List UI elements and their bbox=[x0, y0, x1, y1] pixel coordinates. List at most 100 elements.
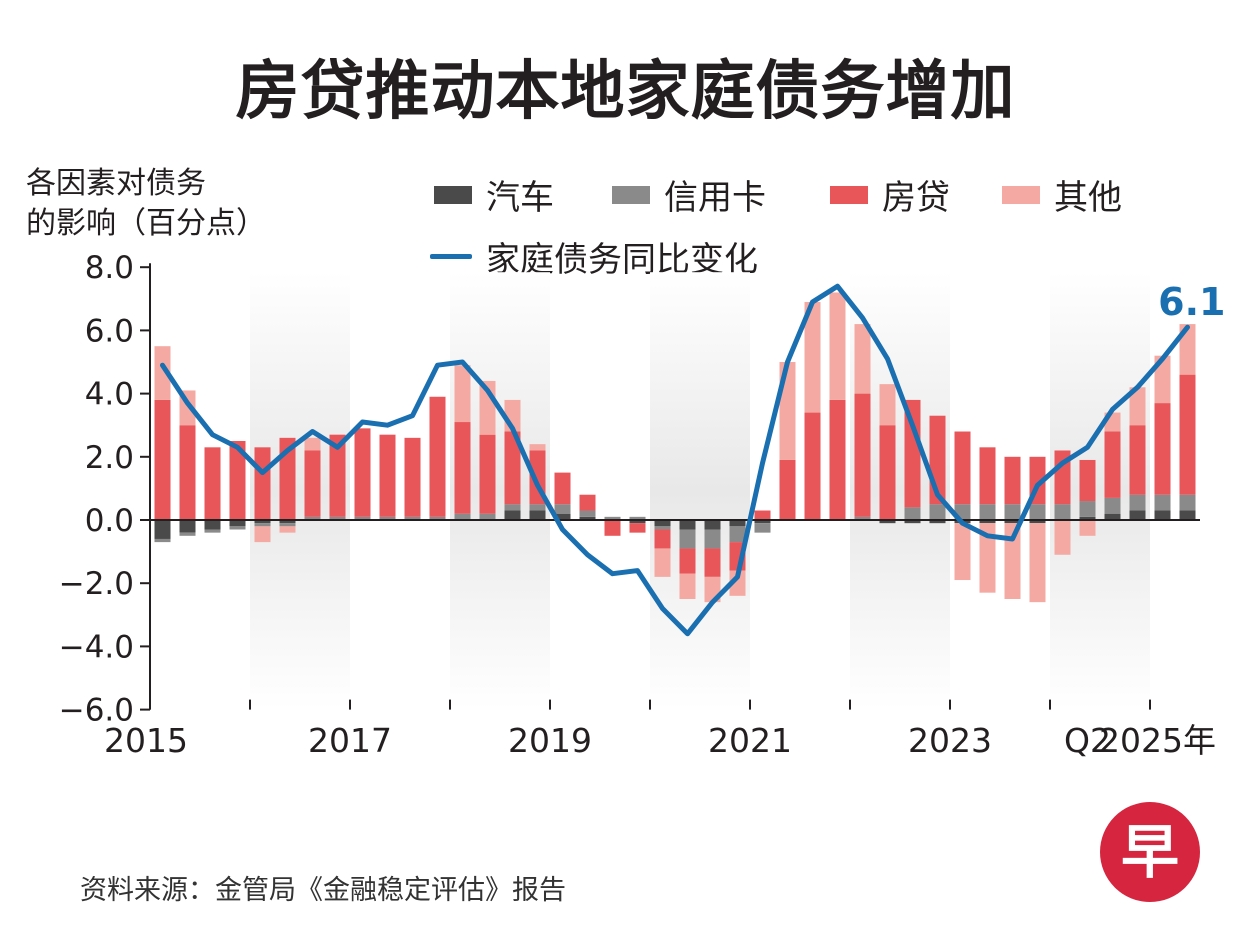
bar-segment-mortgage bbox=[379, 434, 396, 517]
legend-swatch-line bbox=[430, 254, 472, 259]
bar-segment-mortgage bbox=[854, 393, 871, 517]
bar-segment-credit bbox=[854, 516, 871, 520]
bar-segment-other bbox=[304, 437, 321, 451]
bar-segment-car bbox=[1079, 516, 1096, 520]
bar-segment-credit bbox=[429, 516, 446, 520]
y-tick-label: −4.0 bbox=[59, 629, 134, 665]
bar-segment-credit bbox=[479, 513, 496, 520]
x-tick-label: Q2 bbox=[1064, 721, 1111, 760]
bar-segment-other bbox=[1079, 520, 1096, 536]
logo-circle bbox=[1100, 802, 1200, 902]
bar-segment-mortgage bbox=[829, 399, 846, 520]
bar-segment-credit bbox=[504, 504, 521, 511]
legend-other: 其他 bbox=[1002, 170, 1122, 219]
bar-segment-mortgage bbox=[304, 450, 321, 517]
bar-segment-credit bbox=[904, 507, 921, 520]
bar-segment-mortgage bbox=[679, 548, 696, 574]
bar-segment-car bbox=[879, 520, 896, 524]
bar-segment-mortgage bbox=[879, 425, 896, 520]
y-tick-label: 2.0 bbox=[85, 440, 134, 476]
bar-segment-mortgage bbox=[254, 447, 271, 520]
bar-segment-mortgage bbox=[754, 510, 771, 520]
bar-segment-credit bbox=[454, 513, 471, 520]
bar-segment-credit bbox=[529, 504, 546, 511]
bar-segment-other bbox=[529, 444, 546, 451]
bar-segment-credit bbox=[154, 538, 171, 543]
bar-segment-mortgage bbox=[779, 459, 796, 520]
bar-segment-credit bbox=[354, 516, 371, 520]
bar-segment-mortgage bbox=[1079, 459, 1096, 502]
bar-segment-car bbox=[1154, 510, 1171, 520]
bar-segment-other bbox=[679, 573, 696, 599]
bar-segment-other bbox=[154, 346, 171, 400]
bar-segment-other bbox=[1029, 523, 1046, 603]
bar-segment-mortgage bbox=[504, 431, 521, 505]
bar-segment-car bbox=[229, 520, 246, 527]
bar-segment-other bbox=[1129, 387, 1146, 426]
bar-segment-credit bbox=[1004, 504, 1021, 520]
bar-segment-other bbox=[1054, 520, 1071, 555]
source-note: 资料来源：金管局《金融稳定评估》报告 bbox=[80, 875, 566, 906]
bar-segment-mortgage bbox=[429, 396, 446, 517]
logo-text: 早 bbox=[1121, 818, 1179, 886]
bar-segment-car bbox=[179, 520, 196, 533]
x-tick-label: 2017 bbox=[308, 721, 392, 760]
bar-segment-car bbox=[504, 510, 521, 520]
bar-segment-car bbox=[554, 513, 571, 520]
x-tick-label: 2021 bbox=[708, 721, 792, 760]
latest-value-label: 6.1 bbox=[1158, 280, 1225, 324]
line-series-debt-yoy bbox=[160, 283, 1190, 637]
bar-segment-credit bbox=[654, 526, 671, 530]
bar-segment-credit bbox=[1129, 494, 1146, 511]
bar-segment-mortgage bbox=[1004, 456, 1021, 505]
y-tick-label: −6.0 bbox=[59, 693, 134, 729]
bar-segment-mortgage bbox=[279, 437, 296, 520]
y-tick-label: 6.0 bbox=[85, 313, 134, 349]
bar-segment-other bbox=[879, 384, 896, 426]
bar-segment-credit bbox=[579, 510, 596, 517]
bar-segment-mortgage bbox=[979, 447, 996, 505]
bar-segment-mortgage bbox=[629, 523, 646, 533]
bar-segment-other bbox=[854, 324, 871, 394]
bar-segment-credit bbox=[729, 526, 746, 543]
bar-segment-car bbox=[704, 520, 721, 530]
bar-segment-credit bbox=[279, 523, 296, 527]
bar-segment-car bbox=[1179, 510, 1196, 520]
y-axis-title-line-1: 各因素对债务 bbox=[26, 166, 206, 201]
bar-segment-credit bbox=[329, 516, 346, 520]
bar-segment-credit bbox=[1079, 501, 1096, 517]
bar-segment-car bbox=[529, 510, 546, 520]
x-tick-label: 2019 bbox=[508, 721, 592, 760]
bar-segment-car bbox=[929, 520, 946, 524]
bar-segment-car bbox=[154, 520, 171, 539]
y-tick-label: −2.0 bbox=[59, 566, 134, 602]
x-tick-label: 2015 bbox=[104, 721, 188, 760]
bar-segment-credit bbox=[229, 526, 246, 530]
bar-segment-mortgage bbox=[954, 431, 971, 505]
bar-segment-car bbox=[1029, 520, 1046, 524]
bar-segment-credit bbox=[1104, 497, 1121, 514]
legend-swatch-mortgage bbox=[830, 185, 868, 204]
bar-segment-other bbox=[804, 301, 821, 413]
bar-segment-mortgage bbox=[804, 412, 821, 520]
bar-segment-mortgage bbox=[354, 428, 371, 517]
bar-segment-mortgage bbox=[579, 494, 596, 511]
x-tick-label: 2023 bbox=[908, 721, 992, 760]
bar-segment-other bbox=[1179, 324, 1196, 375]
legend-mortgage: 房贷 bbox=[830, 170, 950, 219]
bar-segment-other bbox=[1154, 355, 1171, 404]
y-tick-label: 0.0 bbox=[85, 503, 134, 539]
bar-segment-other bbox=[454, 365, 471, 423]
bar-segment-credit bbox=[204, 529, 221, 533]
bar-segment-mortgage bbox=[154, 399, 171, 520]
bar-segment-credit bbox=[1154, 494, 1171, 511]
bar-segment-other bbox=[254, 526, 271, 543]
bar-segment-credit bbox=[304, 516, 321, 520]
bar-segment-mortgage bbox=[554, 472, 571, 505]
y-tick-label: 4.0 bbox=[85, 377, 134, 413]
legend-label-other: 其他 bbox=[1054, 178, 1122, 218]
y-axis-title-line-2: 的影响（百分点） bbox=[26, 206, 266, 241]
y-tick-label: 8.0 bbox=[85, 250, 134, 286]
bar-segment-credit bbox=[379, 516, 396, 520]
